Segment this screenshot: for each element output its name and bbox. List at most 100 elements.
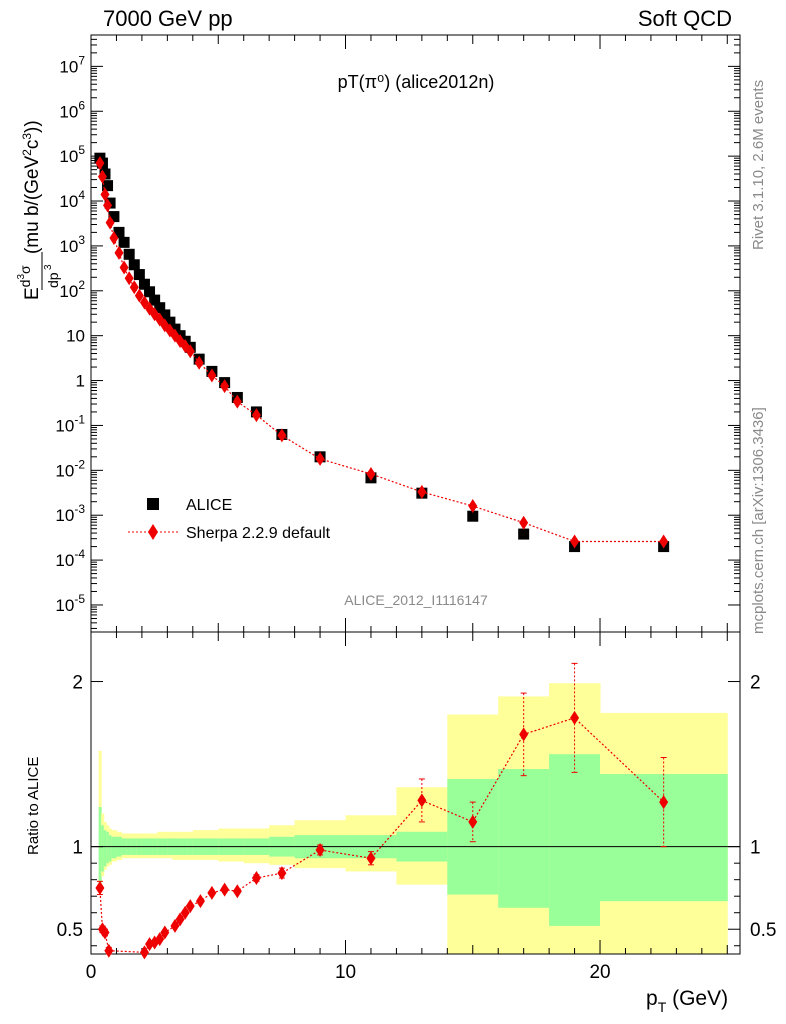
ratio-data-point (155, 932, 165, 947)
sherpa-data-point (207, 368, 217, 383)
sherpa-data-point (519, 515, 529, 530)
ratio-data-point (519, 727, 529, 742)
alice-data-point (159, 309, 171, 321)
ratio-band-inner (98, 807, 102, 883)
sherpa-data-point (570, 534, 580, 549)
alice-data-point (138, 278, 150, 290)
analysis-watermark: ALICE_2012_I1116147 (344, 592, 488, 608)
main-y-tick-label: 102 (59, 278, 85, 301)
main-y-tick-label: 103 (59, 233, 85, 256)
ratio-band-inner (103, 830, 107, 867)
alice-data-point (144, 286, 156, 298)
ratio-plot-frame (90, 631, 741, 955)
main-y-tick-label: 1 (76, 372, 85, 391)
ratio-band-inner (549, 754, 601, 926)
sherpa-data-point (277, 428, 287, 443)
ratio-band-inner (106, 831, 110, 864)
header-left-label: 7000 GeV pp (103, 6, 233, 31)
sherpa-data-point (129, 280, 139, 295)
sherpa-data-point (114, 245, 124, 260)
sherpa-data-point (468, 499, 478, 514)
ratio-data-point (251, 871, 261, 886)
main-y-axis-label: Ed3σ (mu b/(GeV2c3)) dp 3 (16, 120, 61, 300)
header-right-label: Soft QCD (637, 6, 732, 31)
sherpa-data-point (251, 408, 261, 423)
ratio-data-point (277, 866, 287, 881)
main-y-tick-label: 10-4 (55, 547, 85, 570)
alice-data-point (467, 510, 479, 522)
ratio-data-point (220, 882, 230, 897)
alice-data-point (113, 226, 125, 238)
main-y-tick-label: 107 (59, 53, 85, 76)
sherpa-data-point (124, 271, 134, 286)
x-tick-label: 10 (335, 962, 356, 983)
legend: ALICE Sherpa 2.2.9 default (128, 497, 331, 542)
alice-data-point (128, 259, 140, 271)
ratio-y-tick-label-right: 2 (750, 673, 761, 694)
ratio-data-point (185, 899, 195, 914)
x-tick-label: 20 (589, 962, 610, 983)
legend-sherpa-label: Sherpa 2.2.9 default (186, 525, 331, 542)
ratio-data-point (570, 710, 580, 725)
main-y-tick-label: 104 (59, 188, 85, 211)
ratio-data-point (139, 945, 149, 960)
sherpa-line (99, 162, 664, 543)
ratio-y-tick-label-left: 0.5 (57, 920, 83, 941)
sherpa-data-point (366, 466, 376, 481)
ratio-data-point (468, 814, 478, 829)
main-data-marks (94, 152, 670, 553)
sherpa-data-point (232, 394, 242, 409)
ratio-data-point (207, 885, 217, 900)
main-y-tick-label: 105 (59, 143, 85, 166)
ratio-y-axis-label: Ratio to ALICE (25, 757, 42, 855)
main-y-tick-label: 10-5 (55, 592, 85, 615)
alice-data-point (154, 302, 166, 314)
alice-data-point (164, 316, 176, 328)
ratio-band-inner (111, 836, 117, 859)
sherpa-data-point (417, 484, 427, 499)
ratio-data-point (95, 880, 105, 895)
x-tick-label: 0 (86, 962, 97, 983)
sherpa-data-point (103, 198, 113, 213)
ratio-band-inner (498, 769, 550, 908)
main-y-tick-label: 10 (66, 327, 85, 346)
sherpa-data-point (194, 355, 204, 370)
main-plot-frame (90, 34, 741, 633)
ratio-band-inner (447, 778, 499, 895)
main-y-tick-label: 10-1 (55, 412, 85, 435)
sherpa-data-point (119, 260, 129, 275)
legend-sherpa-marker (148, 524, 158, 540)
svg-text:dp: dp (45, 272, 61, 288)
sherpa-data-point (97, 169, 107, 184)
sherpa-data-point (109, 231, 119, 246)
main-plot-title: pT(π⁰) (alice2012n) (338, 72, 495, 92)
alice-data-point (149, 294, 161, 306)
sherpa-data-point (134, 288, 144, 303)
sherpa-data-point (185, 344, 195, 359)
alice-data-point (102, 180, 114, 192)
ratio-band-inner (101, 825, 105, 872)
legend-alice-marker (147, 498, 159, 510)
ratio-y-tick-label-left: 2 (72, 673, 83, 694)
x-axis-ticks: 0 10 20 (86, 35, 728, 983)
x-axis-label: pT (GeV) (646, 987, 728, 1015)
ratio-y-tick-label-right: 0.5 (750, 920, 776, 941)
ratio-data-point (104, 943, 114, 958)
ratio-data-point (180, 905, 190, 920)
ratio-data-point (195, 894, 205, 909)
sherpa-data-point (100, 187, 110, 202)
sherpa-data-point (105, 215, 115, 230)
sherpa-data-point (95, 156, 105, 171)
sherpa-data-point (139, 295, 149, 310)
ratio-data-point (366, 851, 376, 866)
sherpa-data-point (315, 451, 325, 466)
ratio-data-point (417, 793, 427, 808)
main-y-tick-label: 10-3 (55, 502, 85, 525)
ratio-data-marks (95, 662, 669, 960)
main-y-tick-label: 10-2 (55, 457, 85, 480)
alice-data-point (133, 269, 145, 281)
alice-data-point (123, 248, 135, 260)
ratio-data-point (659, 795, 669, 810)
svg-text:3: 3 (43, 264, 54, 270)
